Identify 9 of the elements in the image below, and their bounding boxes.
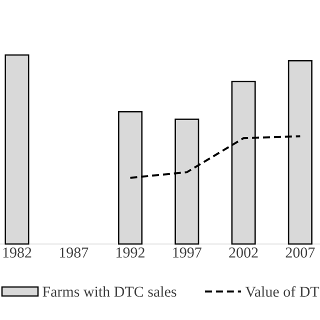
x-tick-label: 1997 bbox=[173, 248, 202, 258]
x-tick-label: 1992 bbox=[116, 248, 144, 258]
x-tick-label: 1982 bbox=[3, 248, 32, 258]
x-tick-label: 1987 bbox=[60, 248, 88, 258]
legend-label: Farms with DTC sales bbox=[42, 286, 176, 297]
x-tick-label: 2007 bbox=[286, 248, 315, 258]
x-tick-label: 2002 bbox=[229, 248, 258, 258]
bar bbox=[4, 54, 30, 245]
legend-label: Value of DT bbox=[245, 286, 320, 297]
